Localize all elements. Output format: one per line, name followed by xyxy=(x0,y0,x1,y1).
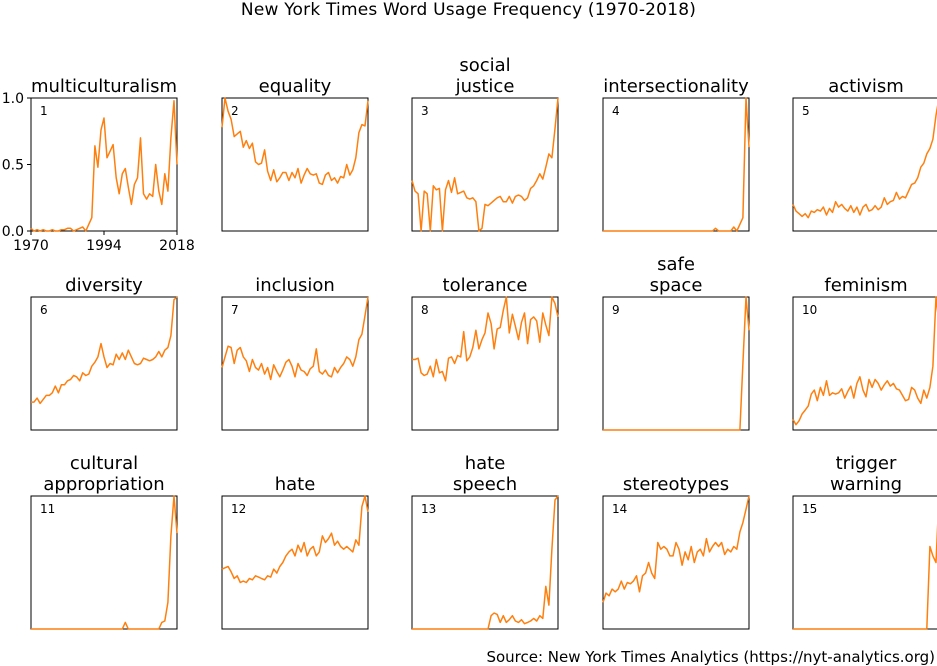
series-line-3 xyxy=(411,97,559,232)
x-tick-label: 1970 xyxy=(13,238,49,254)
panel-title-11: cultural appropriation xyxy=(43,453,164,495)
y-tick-label: 0.0 xyxy=(2,224,24,240)
x-tick-label: 2018 xyxy=(159,238,195,254)
panel-title-15: trigger warning xyxy=(830,453,902,495)
series-line-1 xyxy=(30,99,178,232)
panel-index-7: 7 xyxy=(231,303,239,317)
panel-frame-7 xyxy=(221,296,369,431)
panel-frame-11 xyxy=(30,495,178,630)
panel-title-8: tolerance xyxy=(443,275,528,296)
series-line-15 xyxy=(793,523,937,630)
panel-frame-10 xyxy=(792,296,937,431)
panel-title-14: stereotypes xyxy=(623,474,729,495)
y-tick-label: 0.5 xyxy=(2,158,24,174)
series-line-7 xyxy=(221,296,369,381)
panel-title-4: intersectionality xyxy=(603,76,749,97)
panel-title-5: activism xyxy=(828,76,904,97)
panel-title-2: equality xyxy=(259,76,332,97)
series-line-11 xyxy=(31,495,178,630)
panel-index-1: 1 xyxy=(40,104,48,118)
panel-index-10: 10 xyxy=(802,303,817,317)
series-line-4 xyxy=(603,97,750,232)
series-line-13 xyxy=(412,495,559,630)
panel-title-12: hate xyxy=(275,474,316,495)
panel-title-10: feminism xyxy=(824,275,907,296)
series-line-12 xyxy=(221,495,369,584)
series-line-8 xyxy=(412,296,559,382)
figure-title: New York Times Word Usage Frequency (197… xyxy=(240,0,697,20)
panel-index-3: 3 xyxy=(421,104,429,118)
panel-index-4: 4 xyxy=(612,104,620,118)
series-line-10 xyxy=(792,296,937,426)
panel-frame-12 xyxy=(221,495,369,630)
series-line-5 xyxy=(792,105,937,219)
panel-frame-8 xyxy=(411,296,559,431)
panel-frame-4 xyxy=(602,97,750,232)
panel-index-8: 8 xyxy=(421,303,429,317)
series-line-9 xyxy=(603,296,750,431)
panel-frame-14 xyxy=(602,495,750,630)
series-line-2 xyxy=(221,97,369,186)
panel-index-15: 15 xyxy=(802,502,817,516)
source-note: Source: New York Times Analytics (https:… xyxy=(486,648,935,666)
panel-index-5: 5 xyxy=(802,104,810,118)
panel-title-1: multiculturalism xyxy=(31,76,177,97)
series-line-6 xyxy=(31,296,178,405)
y-tick-label: 1.0 xyxy=(2,91,24,107)
panel-frame-15 xyxy=(792,495,937,630)
panel-title-7: inclusion xyxy=(255,275,335,296)
panel-index-12: 12 xyxy=(231,502,246,516)
panel-frame-5 xyxy=(792,97,937,232)
panel-index-14: 14 xyxy=(612,502,627,516)
x-tick-label: 1994 xyxy=(86,238,122,254)
panel-index-9: 9 xyxy=(612,303,620,317)
panel-title-13: hate speech xyxy=(453,453,517,495)
panel-frame-3 xyxy=(411,97,559,232)
panel-index-6: 6 xyxy=(40,303,48,317)
panel-title-6: diversity xyxy=(65,275,143,296)
panel-frame-2 xyxy=(221,97,369,232)
series-line-14 xyxy=(602,495,750,603)
panel-index-13: 13 xyxy=(421,502,436,516)
panel-title-9: safe space xyxy=(650,254,703,296)
panel-title-3: social justice xyxy=(455,55,515,97)
panel-index-11: 11 xyxy=(40,502,55,516)
panel-frame-9 xyxy=(602,296,750,431)
panel-frame-6 xyxy=(30,296,178,431)
panel-index-2: 2 xyxy=(231,104,239,118)
